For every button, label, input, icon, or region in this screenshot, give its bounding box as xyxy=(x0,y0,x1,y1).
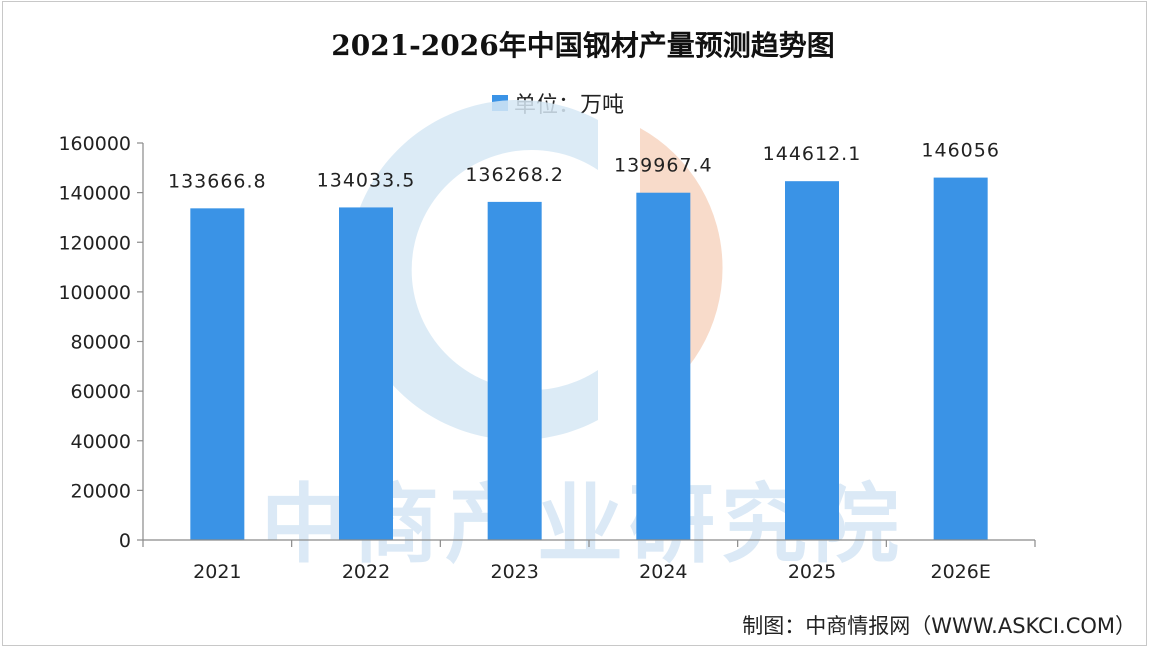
chart-title: 2021-2026年中国钢材产量预测趋势图 xyxy=(331,29,835,62)
x-tick-label: 2021 xyxy=(193,561,241,583)
axes-layer: 0 20000 40000 60000 80000 100000 120000 140000 1… xyxy=(58,133,1036,583)
source-credit: 制图：中商情报网（WWW.ASKCI.COM） xyxy=(742,614,1136,638)
data-label: 139967.4 xyxy=(614,155,713,177)
y-tick-label: 80000 xyxy=(71,332,131,354)
data-label: 146056 xyxy=(921,140,1000,162)
x-tick-label: 2024 xyxy=(639,561,687,583)
bar-2024 xyxy=(636,192,691,541)
bars-layer xyxy=(190,177,988,541)
y-tick-label: 100000 xyxy=(58,282,131,304)
y-tick-label: 40000 xyxy=(71,431,131,453)
bar-2023 xyxy=(487,201,542,540)
bar-2025 xyxy=(785,181,839,541)
watermark-logo-blue-arc xyxy=(348,99,598,440)
x-tick-label: 2026E xyxy=(930,561,990,583)
data-label: 144612.1 xyxy=(763,143,862,165)
y-tick-label: 140000 xyxy=(58,183,131,205)
x-tick-label: 2023 xyxy=(490,561,538,583)
data-label: 134033.5 xyxy=(317,169,416,191)
y-tick-label: 160000 xyxy=(58,133,131,155)
y-tick-label: 20000 xyxy=(71,480,131,502)
bar-2021 xyxy=(190,208,245,541)
bar-2022 xyxy=(339,207,393,540)
data-label: 133666.8 xyxy=(168,170,267,192)
y-tick-label: 0 xyxy=(119,530,131,552)
x-tick-label: 2025 xyxy=(788,561,836,583)
y-tick-label: 120000 xyxy=(58,232,131,254)
x-tick-label: 2022 xyxy=(342,561,390,583)
y-tick-label: 60000 xyxy=(71,381,131,403)
data-label: 136268.2 xyxy=(465,164,564,186)
bar-2026E xyxy=(933,177,988,540)
